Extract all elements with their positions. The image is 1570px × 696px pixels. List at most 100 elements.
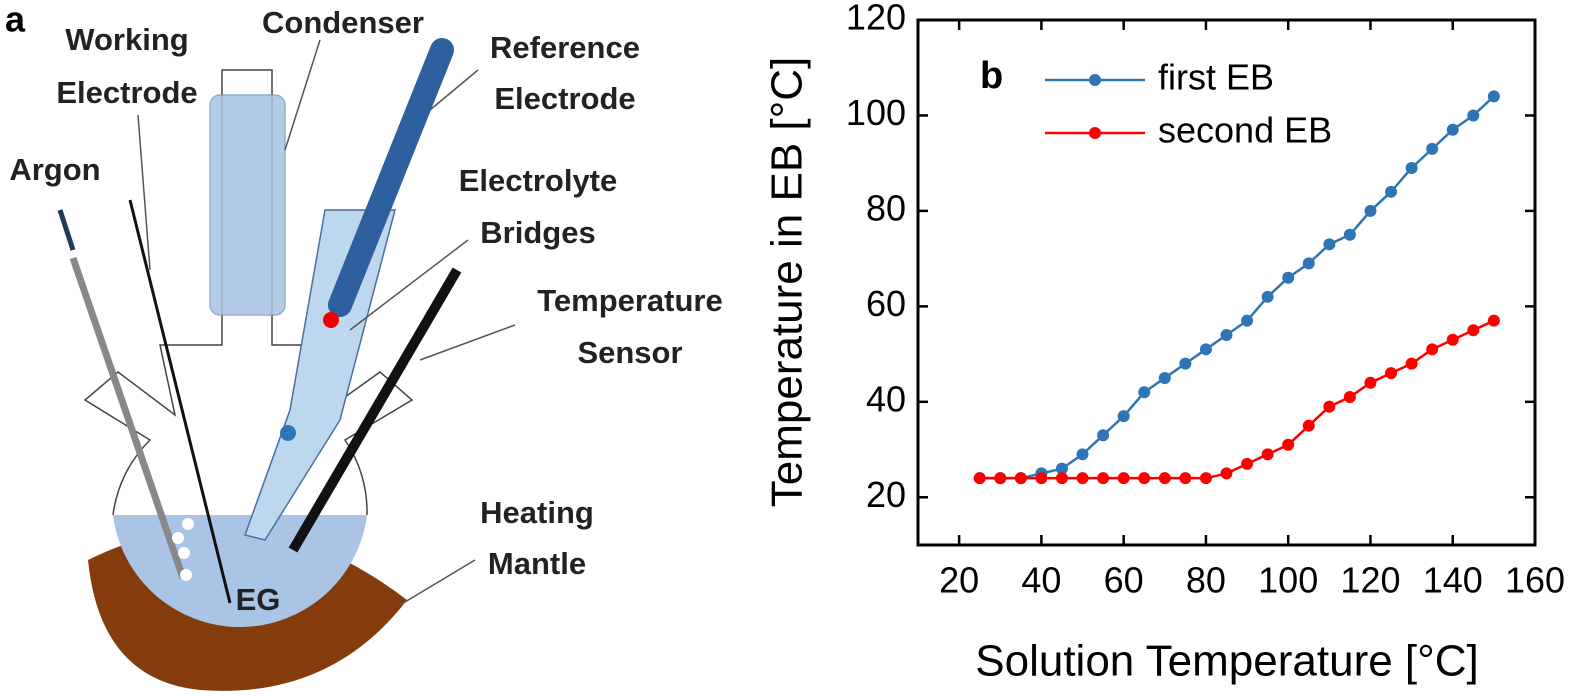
marker (1405, 161, 1418, 174)
temperature-sensor (288, 267, 462, 553)
label: Electrode (494, 81, 635, 116)
marker (1302, 257, 1315, 270)
marker (1199, 343, 1212, 356)
marker (1282, 438, 1295, 451)
marker (1076, 448, 1089, 461)
series-line (979, 319, 1495, 480)
bubble (180, 569, 192, 581)
y-axis-label: Temperature in EB [°C] (763, 57, 812, 507)
y-tick-label: 120 (846, 0, 906, 38)
marker (1302, 419, 1315, 432)
label: Temperature (537, 283, 723, 318)
marker (1138, 472, 1151, 485)
argon-arrow (57, 209, 76, 251)
marker (1446, 333, 1459, 346)
marker (1405, 357, 1418, 370)
argon-tube (69, 256, 187, 580)
marker (1446, 123, 1459, 136)
marker (1385, 185, 1398, 198)
leader-lines (137, 39, 516, 606)
marker (1487, 90, 1500, 103)
legend-label: first EB (1158, 57, 1274, 98)
red-dot (323, 312, 339, 328)
label: Heating (480, 495, 594, 530)
flask (83, 69, 414, 516)
x-tick-label: 120 (1340, 560, 1400, 601)
label: EG (236, 582, 281, 617)
series-line (979, 95, 1495, 480)
panel-label: a (5, 0, 26, 40)
marker (1241, 457, 1254, 470)
marker (1323, 400, 1336, 413)
x-tick-label: 80 (1186, 560, 1226, 601)
y-tick-label: 100 (846, 92, 906, 133)
label: Reference (490, 30, 640, 65)
label: Electrode (56, 75, 197, 110)
marker (1467, 324, 1480, 337)
marker (1364, 376, 1377, 389)
marker (1343, 228, 1356, 241)
x-tick-label: 40 (1021, 560, 1061, 601)
x-tick-label: 140 (1423, 560, 1483, 601)
marker (1179, 472, 1192, 485)
reference-electrode (328, 38, 454, 317)
bubble (172, 532, 184, 544)
panel-label: b (980, 55, 1003, 97)
marker (1199, 472, 1212, 485)
marker (1055, 472, 1068, 485)
marker (1117, 472, 1130, 485)
x-tick-label: 100 (1258, 560, 1318, 601)
marker (1097, 472, 1110, 485)
marker (1364, 204, 1377, 217)
legend-marker (1089, 127, 1101, 139)
marker (1158, 472, 1171, 485)
marker (1220, 467, 1233, 480)
marker (994, 472, 1007, 485)
label: Condenser (262, 5, 424, 40)
label: Electrolyte (459, 163, 618, 198)
marker (1323, 238, 1336, 251)
marker (1426, 142, 1439, 155)
legend-marker (1089, 74, 1101, 86)
marker (1385, 367, 1398, 380)
condenser (209, 94, 286, 316)
marker (1343, 391, 1356, 404)
marker (1487, 314, 1500, 327)
marker (1261, 448, 1274, 461)
y-tick-label: 40 (866, 378, 906, 419)
marker (1138, 386, 1151, 399)
marker (1055, 462, 1068, 475)
label: Mantle (488, 546, 586, 581)
label: Sensor (577, 335, 682, 370)
marker (1241, 314, 1254, 327)
marker (1467, 109, 1480, 122)
label: Working (65, 22, 188, 57)
marker (1158, 371, 1171, 384)
marker (1035, 472, 1048, 485)
marker (1220, 329, 1233, 341)
marker (1261, 290, 1274, 303)
marker (1179, 357, 1192, 370)
bubble (178, 547, 190, 559)
marker (1282, 271, 1295, 284)
marker (1097, 429, 1110, 442)
marker (1076, 472, 1089, 485)
bubble (182, 518, 194, 530)
marker (1117, 410, 1130, 423)
x-tick-label: 60 (1104, 560, 1144, 601)
y-tick-label: 60 (866, 283, 906, 324)
legend-label: second EB (1158, 110, 1332, 151)
marker (1426, 343, 1439, 356)
label: Bridges (480, 215, 595, 250)
x-axis-label: Solution Temperature [°C] (975, 637, 1479, 686)
y-tick-label: 80 (866, 187, 906, 228)
y-tick-label: 20 (866, 474, 906, 515)
label: Argon (9, 152, 100, 187)
marker (1014, 472, 1027, 485)
plot-frame (916, 18, 1537, 547)
working-electrode (128, 199, 232, 604)
x-tick-label: 160 (1505, 560, 1565, 601)
x-tick-label: 20 (939, 560, 979, 601)
blue-dot (280, 425, 296, 441)
